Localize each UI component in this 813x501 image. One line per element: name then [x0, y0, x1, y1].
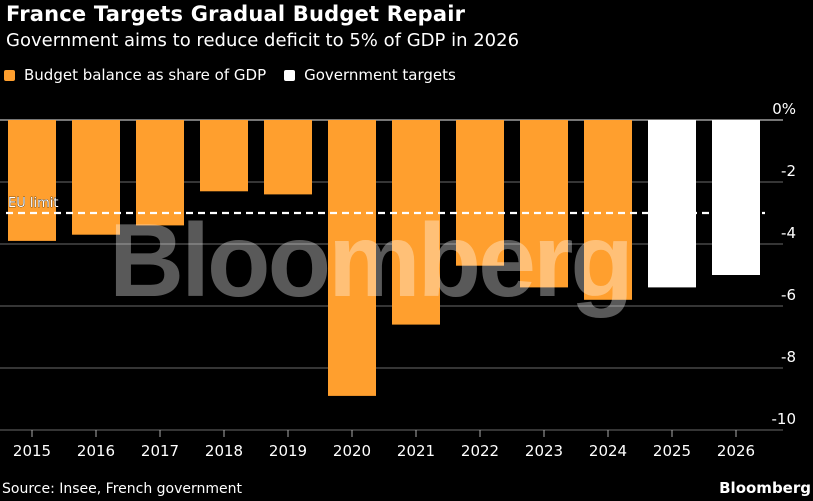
- chart-title: France Targets Gradual Budget Repair: [6, 2, 466, 26]
- legend-item-actual: Budget balance as share of GDP: [4, 66, 266, 84]
- x-tick-label: 2017: [141, 442, 179, 460]
- legend-swatch-targets: [284, 69, 296, 81]
- brand-logo: Bloomberg: [719, 479, 811, 497]
- x-tick-label: 2015: [13, 442, 51, 460]
- y-tick-label: -6: [781, 286, 796, 304]
- x-tick-label: 2016: [77, 442, 115, 460]
- bar: [648, 120, 696, 288]
- y-tick-label: -10: [772, 410, 797, 428]
- bar: [712, 120, 760, 275]
- x-tick-label: 2018: [205, 442, 243, 460]
- bar: [136, 120, 184, 226]
- bar: [584, 120, 632, 300]
- eu-limit-label: EU limit: [8, 196, 58, 211]
- x-tick-label: 2025: [653, 442, 691, 460]
- legend-label-actual: Budget balance as share of GDP: [24, 66, 267, 84]
- x-tick-label: 2022: [461, 442, 499, 460]
- bar: [520, 120, 568, 288]
- x-tick-label: 2020: [333, 442, 371, 460]
- bar: [264, 120, 312, 195]
- bar: [456, 120, 504, 266]
- legend: Budget balance as share of GDP Governmen…: [4, 66, 474, 84]
- x-tick-label: 2026: [717, 442, 755, 460]
- legend-label-targets: Government targets: [304, 66, 456, 84]
- bar: [392, 120, 440, 325]
- legend-item-targets: Government targets: [284, 66, 456, 84]
- bar: [200, 120, 248, 192]
- y-tick-label: -8: [781, 348, 796, 366]
- chart-subtitle: Government aims to reduce deficit to 5% …: [6, 30, 520, 51]
- y-tick-label: 0%: [772, 100, 796, 118]
- x-tick-label: 2024: [589, 442, 627, 460]
- x-tick-label: 2019: [269, 442, 307, 460]
- y-tick-label: -2: [781, 162, 796, 180]
- bar: [328, 120, 376, 396]
- legend-swatch-actual: [4, 69, 15, 81]
- x-tick-label: 2021: [397, 442, 435, 460]
- source-note: Source: Insee, French government: [2, 481, 243, 497]
- x-tick-label: 2023: [525, 442, 563, 460]
- bar: [8, 120, 56, 241]
- y-tick-label: -4: [781, 224, 796, 242]
- bar: [72, 120, 120, 235]
- watermark: Bloomberg: [109, 203, 631, 319]
